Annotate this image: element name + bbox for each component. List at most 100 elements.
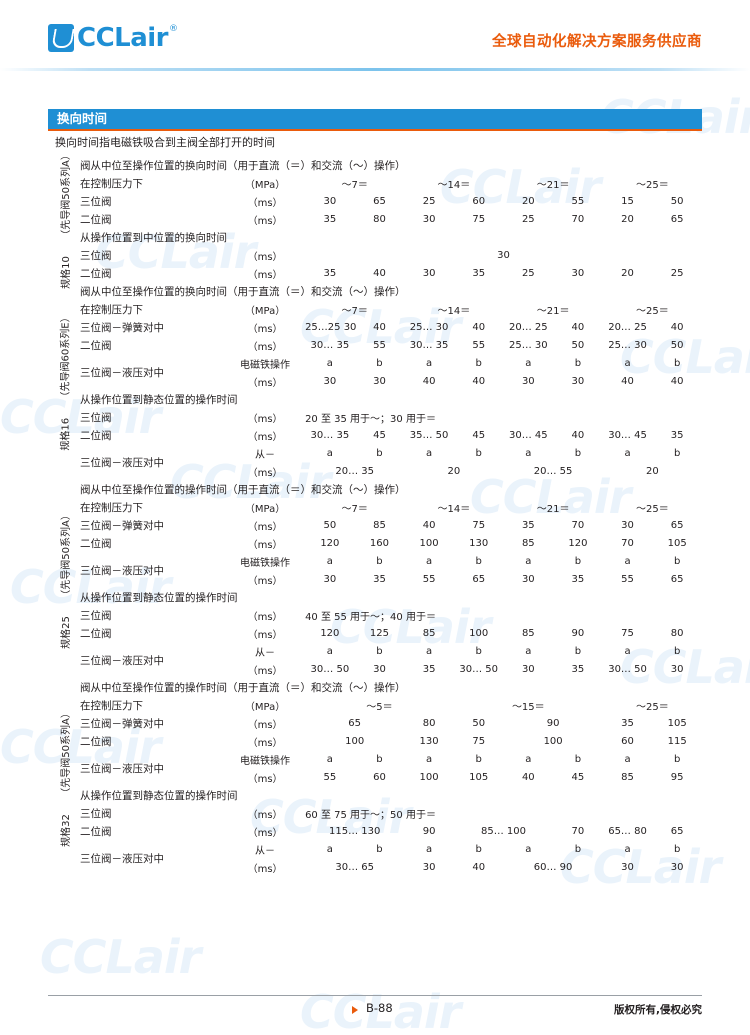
cell: 30… 35 <box>409 339 449 351</box>
table-row: 二位阀 （ms） 35 80 30 75 25 70 20 65 <box>48 210 702 228</box>
cell: 80 <box>422 717 436 729</box>
cell: 100 <box>543 735 563 747</box>
cell: 65 <box>670 825 684 837</box>
table-row: 三位阀 （ms） 60 至 75 用于～；50 用于＝ <box>48 804 702 822</box>
row-label: 三位阀 <box>80 609 112 622</box>
row-group-label-size10: 规格10 （先导阀50系列A） <box>48 150 80 289</box>
row-group-label-size25: 规格25 （先导阀50系列A） <box>48 480 80 678</box>
cell-ab: b <box>673 753 681 765</box>
cell: 35 <box>323 267 337 279</box>
cell: 105 <box>667 537 687 549</box>
cell-ab: b <box>475 447 482 459</box>
table-row: 三位阀－液压对中 电磁铁操作 a b a b a b a b <box>48 552 702 577</box>
block-title-size16-a: 阀从中位至操作位置的换向时间（用于直流（＝）和交流（～）操作） <box>80 285 406 298</box>
cell: 25 <box>670 267 684 279</box>
unit-ms: （ms） <box>247 341 283 353</box>
cell: 20… 35 <box>335 465 374 477</box>
row-group-label-sub: （先导阀60系列E） <box>60 311 72 401</box>
row-label: 三位阀－弹簧对中 <box>80 519 164 532</box>
unit-ms: （ms） <box>247 413 283 425</box>
cell: 30 <box>521 375 535 387</box>
row-group-label-sub: （先导阀50系列A） <box>60 509 72 600</box>
solenoid-op-label: 电磁铁操作 <box>240 359 291 371</box>
row-label-pressure: 在控制压力下 <box>80 501 143 514</box>
unit-ms: （ms） <box>247 665 283 677</box>
pressure-header: ～15＝ <box>511 701 545 713</box>
unit-ms: （ms） <box>247 467 283 479</box>
unit-ms: （ms） <box>247 863 283 875</box>
row-label-pressure: 在控制压力下 <box>80 177 143 190</box>
cell-ab: b <box>376 843 383 855</box>
unit-ms: （ms） <box>247 809 283 821</box>
cell: 50 <box>472 717 486 729</box>
cell: 30 <box>323 195 337 207</box>
cell-span: 60 至 75 用于～；50 用于＝ <box>305 809 436 821</box>
registered-trademark-icon: ® <box>169 24 179 34</box>
cell-ab: a <box>326 555 333 567</box>
cell: 35 <box>472 267 486 279</box>
row-label: 三位阀 <box>80 411 112 424</box>
cell: 55 <box>422 573 436 585</box>
cell-ab: b <box>376 753 383 765</box>
cell: 45 <box>571 771 585 783</box>
table-row: 规格16 （先导阀60系列E） 阀从中位至操作位置的换向时间（用于直流（＝）和交… <box>48 282 702 451</box>
cell: 25… 30 <box>409 321 449 333</box>
cell: 30 <box>422 213 436 225</box>
unit-ms: （ms） <box>247 827 283 839</box>
table-row: 从操作位置到静态位置的操作时间 <box>48 390 702 408</box>
cell: 20 <box>621 267 634 279</box>
cell: 45 <box>472 429 486 441</box>
cell: 130 <box>469 537 489 549</box>
cell: 30… 50 <box>459 663 499 675</box>
unit-ms: （ms） <box>247 539 283 551</box>
cell: 65 <box>373 195 386 207</box>
table-row: 二位阀 （ms） 100 130 75 100 60 115 <box>48 732 702 750</box>
table-row: 在控制压力下 （MPa） ～5＝ ～15＝ ～25＝ <box>48 696 702 714</box>
table-row: 从操作位置到静态位置的操作时间 <box>48 786 702 804</box>
cell-ab: a <box>326 843 333 855</box>
cell: 30 <box>422 861 436 873</box>
cell-ab: a <box>525 843 532 855</box>
table-row: （ms） 30 30 40 40 30 30 40 40 <box>48 372 702 390</box>
cell-span: 20 至 35 用于～；30 用于＝ <box>305 413 436 425</box>
unit-mpa: （MPa） <box>244 701 286 713</box>
cell: 50 <box>571 339 585 351</box>
cell: 30… 45 <box>508 429 548 441</box>
row-label-hyd: 三位阀－液压对中 <box>80 456 164 469</box>
table-row: 三位阀－液压对中 从－ a b a b a b a b <box>48 840 702 865</box>
cell-ab: a <box>426 753 433 765</box>
pressure-header: ～25＝ <box>635 179 669 191</box>
cell: 160 <box>369 537 390 549</box>
cell: 55 <box>571 195 585 207</box>
table-row: 三位阀－液压对中 从－ a b a b a b a b <box>48 642 702 667</box>
cell: 40 <box>670 375 684 387</box>
cell-ab: a <box>326 645 333 657</box>
cell: 115… 130 <box>328 825 381 837</box>
cell: 75 <box>621 627 634 639</box>
cell: 30 <box>621 861 634 873</box>
block-title-size32-b: 从操作位置到静态位置的操作时间 <box>80 789 238 802</box>
unit-ms: （ms） <box>247 611 283 623</box>
cell: 30… 50 <box>608 663 647 675</box>
cell: 70 <box>621 537 634 549</box>
row-group-label-main: 规格25 <box>60 615 72 649</box>
cell-ab: a <box>525 357 532 369</box>
cell-ab: b <box>574 447 582 459</box>
row-label: 二位阀 <box>80 429 112 442</box>
cell: 40 <box>422 519 436 531</box>
cell: 60… 90 <box>533 861 573 873</box>
cell: 30 <box>670 663 684 675</box>
table-row: 在控制压力下 （MPa） ～7＝ ～14＝ ～21＝ ～25＝ <box>48 174 702 192</box>
table-row: （ms） 30 35 55 65 30 35 55 65 <box>48 570 702 588</box>
cell: 120 <box>568 537 588 549</box>
cell-ab: a <box>426 447 433 459</box>
footer-divider <box>48 995 702 997</box>
cell: 60 <box>621 735 634 747</box>
cell: 20 <box>645 465 659 477</box>
pressure-header: ～14＝ <box>437 179 471 191</box>
cell-ab: b <box>376 645 383 657</box>
row-label: 二位阀 <box>80 537 112 550</box>
cell-ab: a <box>525 447 532 459</box>
table-row: （ms） 20… 35 20 20… 55 20 <box>48 462 702 480</box>
row-label: 三位阀 <box>80 195 112 208</box>
